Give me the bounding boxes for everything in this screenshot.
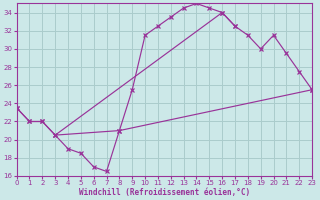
X-axis label: Windchill (Refroidissement éolien,°C): Windchill (Refroidissement éolien,°C) — [79, 188, 250, 197]
